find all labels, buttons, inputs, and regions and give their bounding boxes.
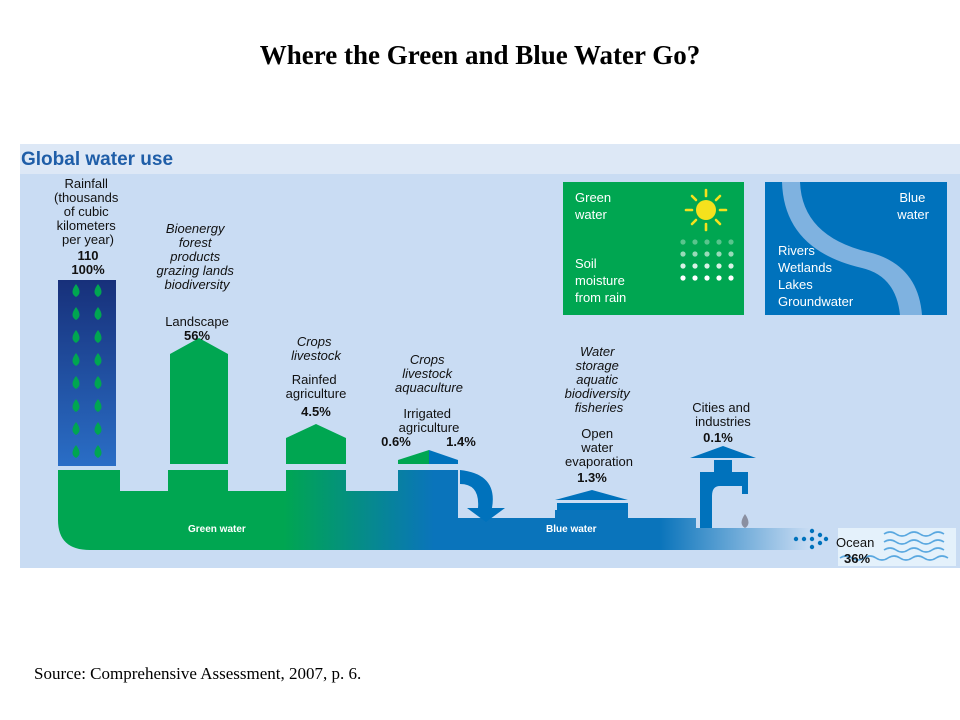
rain-drop-icon <box>94 445 102 458</box>
moisture-dot <box>716 239 722 245</box>
water-flow-channel <box>58 470 810 550</box>
rainfall-column <box>58 280 116 466</box>
rain-drop-icon <box>94 284 102 297</box>
cities-percent: 0.1% <box>703 430 733 445</box>
rain-drops <box>72 284 102 458</box>
moisture-dot <box>680 275 686 281</box>
moisture-dot <box>692 251 698 257</box>
ocean-waves <box>838 528 956 566</box>
rain-drop-icon <box>94 376 102 389</box>
rainfed-uses: Crops livestock <box>291 334 342 363</box>
moisture-dot <box>728 239 734 245</box>
irrigated-blue-percent: 1.4% <box>446 434 476 449</box>
open-water-label: Open water evaporation <box>565 426 633 469</box>
sun-icon <box>684 188 728 232</box>
source-citation: Source: Comprehensive Assessment, 2007, … <box>34 664 362 683</box>
moisture-dot <box>728 275 734 281</box>
ocean-label: Ocean <box>836 535 874 550</box>
cities-label: Cities and industries <box>692 400 753 429</box>
rain-drop-icon <box>72 284 80 297</box>
heading-band <box>20 144 960 174</box>
rainfed-percent: 4.5% <box>301 404 331 419</box>
green-legend-title: Green water <box>574 190 615 222</box>
open-water-base <box>557 503 628 510</box>
irrigated-uses: Crops livestock aquaculture <box>395 352 463 395</box>
rain-drop-icon <box>72 307 80 320</box>
rain-drop-icon <box>72 399 80 412</box>
open-water-block <box>555 490 628 500</box>
moisture-dot <box>680 239 686 245</box>
irrigated-green-percent: 0.6% <box>381 434 411 449</box>
rain-drop-icon <box>94 422 102 435</box>
landscape-percent: 56% <box>184 328 210 343</box>
rainfed-block <box>286 424 346 464</box>
global-water-use-diagram: Global water use Green wate <box>20 144 960 568</box>
rain-drop-icon <box>72 376 80 389</box>
rain-drop-icon <box>94 399 102 412</box>
open-water-uses: Water storage aquatic biodiversity fishe… <box>565 344 634 415</box>
moisture-dot <box>680 251 686 257</box>
blue-legend-title: Blue water <box>896 190 929 222</box>
moisture-dot <box>704 275 710 281</box>
rainfall-label: Rainfall (thousands of cubic kilometers … <box>54 176 122 247</box>
green-water-flow-label: Green water <box>188 524 246 535</box>
moisture-dot <box>716 251 722 257</box>
rain-drop-icon <box>94 353 102 366</box>
blue-legend-desc: Rivers Wetlands Lakes Groundwater <box>778 243 854 309</box>
green-legend-desc: Soil moisture from rain <box>575 256 628 305</box>
rain-drop-icon <box>72 445 80 458</box>
landscape-label: Landscape <box>165 314 229 329</box>
rain-drop-icon <box>72 422 80 435</box>
diagram-heading: Global water use <box>21 149 173 170</box>
moisture-dot <box>692 263 698 269</box>
moisture-dot <box>692 239 698 245</box>
rainfall-percent: 100% <box>71 262 105 277</box>
rainfed-label: Rainfed agriculture <box>286 372 347 401</box>
landscape-block <box>170 338 228 464</box>
moisture-dot <box>680 263 686 269</box>
blue-water-flow-label: Blue water <box>546 524 597 535</box>
moisture-dot <box>704 239 710 245</box>
moisture-dot <box>716 275 722 281</box>
open-water-percent: 1.3% <box>577 470 607 485</box>
rain-drop-icon <box>72 330 80 343</box>
ocean-stream-dots <box>793 528 829 550</box>
rain-drop-icon <box>94 330 102 343</box>
rain-drop-icon <box>94 307 102 320</box>
ocean-percent: 36% <box>844 551 870 566</box>
moisture-dot <box>728 251 734 257</box>
soil-moisture-dots <box>680 239 734 281</box>
moisture-dot <box>728 263 734 269</box>
moisture-dot <box>704 263 710 269</box>
moisture-dot <box>692 275 698 281</box>
river-shape <box>782 182 922 315</box>
tap-icon <box>690 446 756 528</box>
irrigated-blue-block <box>429 450 458 464</box>
irrigated-label: Irrigated agriculture <box>399 406 460 435</box>
moisture-dot <box>704 251 710 257</box>
rain-drop-icon <box>72 353 80 366</box>
irrigated-green-block <box>398 450 429 464</box>
moisture-dot <box>716 263 722 269</box>
slide-title: Where the Green and Blue Water Go? <box>259 40 701 70</box>
landscape-uses: Bioenergy forest products grazing lands … <box>157 221 238 292</box>
irrigation-return-arrow <box>460 470 505 522</box>
rainfall-value: 110 <box>78 248 99 263</box>
